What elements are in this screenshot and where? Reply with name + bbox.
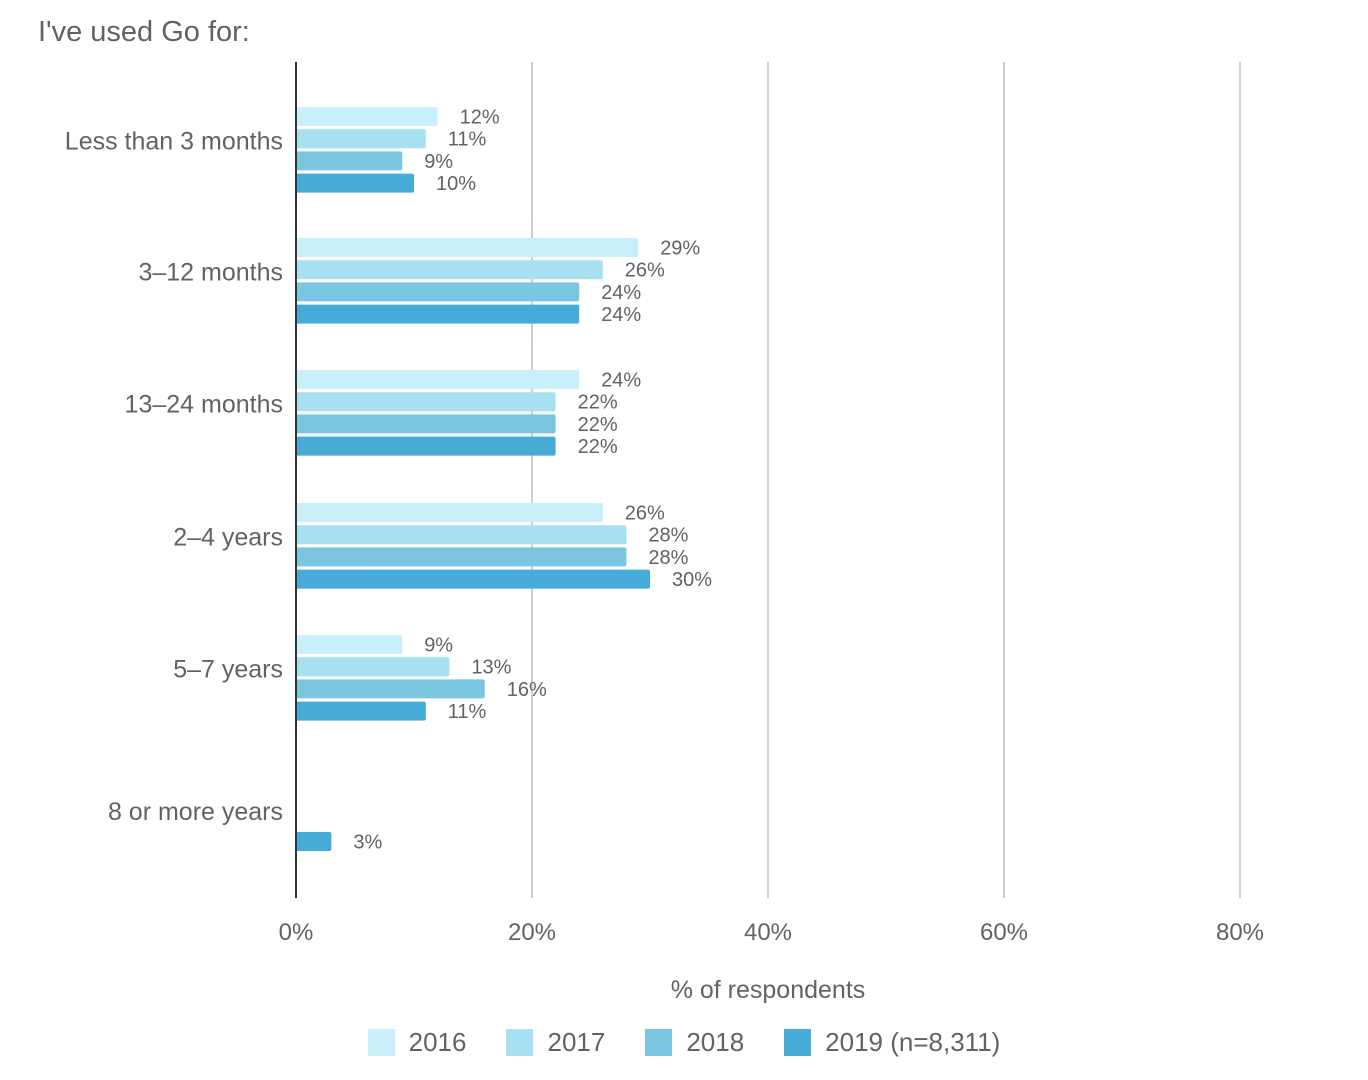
x-tick-label: 0% — [279, 919, 314, 946]
category-label: 3–12 months — [138, 258, 283, 286]
bar — [296, 107, 438, 126]
bar-chart: 12%11%9%10%Less than 3 months29%26%24%24… — [65, 62, 1264, 1004]
data-label: 29% — [660, 238, 700, 260]
data-label: 11% — [448, 701, 487, 723]
category-label: 5–7 years — [173, 655, 283, 683]
bar — [296, 701, 426, 721]
bar — [296, 129, 426, 149]
bar — [296, 657, 450, 677]
data-label: 22% — [578, 392, 618, 414]
x-tick-label: 80% — [1216, 919, 1264, 946]
legend: 2016 2017 2018 2019 (n=8,311) — [0, 1024, 1368, 1060]
data-label: 28% — [648, 547, 688, 569]
data-label: 3% — [353, 832, 382, 854]
legend-swatch — [506, 1028, 534, 1056]
bar — [296, 679, 485, 699]
bar — [296, 370, 580, 389]
legend-label: 2018 — [686, 1026, 745, 1057]
legend-item: 2019 (n=8,311) — [784, 1027, 1000, 1058]
data-label: 22% — [578, 436, 618, 458]
legend-label: 2016 — [408, 1026, 467, 1057]
category-label: 8 or more years — [108, 798, 283, 826]
bar — [296, 282, 580, 302]
bar — [296, 503, 603, 522]
bar — [296, 238, 639, 257]
legend-swatch — [645, 1028, 673, 1056]
data-label: 11% — [448, 129, 487, 151]
x-axis-title: % of respondents — [671, 976, 866, 1004]
data-label: 28% — [648, 525, 688, 547]
data-label: 30% — [672, 569, 712, 591]
legend-label: 2017 — [547, 1026, 606, 1057]
chart-title: I've used Go for: — [38, 16, 250, 48]
legend-swatch — [784, 1028, 812, 1056]
bar — [296, 414, 556, 434]
bar — [296, 151, 403, 171]
x-tick-label: 40% — [744, 919, 792, 946]
legend-item: 2018 — [645, 1027, 744, 1058]
x-tick-label: 60% — [980, 919, 1028, 946]
data-label: 9% — [424, 151, 453, 173]
data-label: 22% — [578, 414, 618, 436]
legend-item: 2016 — [367, 1026, 467, 1058]
category-label: Less than 3 months — [65, 127, 283, 155]
bar — [296, 304, 580, 324]
data-label: 24% — [601, 282, 641, 304]
bar — [296, 392, 556, 412]
bar — [296, 547, 627, 567]
bar — [296, 525, 627, 545]
x-tick-label: 20% — [508, 919, 556, 946]
bar — [296, 173, 414, 193]
data-label: 26% — [625, 503, 665, 525]
category-label: 2–4 years — [173, 523, 283, 551]
data-label: 16% — [507, 679, 547, 701]
data-label: 10% — [436, 173, 476, 195]
bar — [296, 260, 603, 280]
bar — [296, 569, 650, 589]
legend-label: 2019 (n=8,311) — [825, 1026, 1001, 1057]
legend-item: 2017 — [506, 1027, 605, 1058]
legend-swatch — [367, 1028, 395, 1056]
bar — [296, 436, 556, 456]
bar — [296, 635, 403, 654]
data-label: 24% — [601, 304, 641, 326]
data-label: 9% — [424, 635, 453, 657]
data-label: 26% — [625, 260, 665, 282]
bar — [296, 832, 332, 851]
data-label: 13% — [471, 657, 511, 679]
category-label: 13–24 months — [125, 390, 283, 418]
data-label: 12% — [460, 107, 500, 129]
data-label: 24% — [601, 370, 641, 392]
